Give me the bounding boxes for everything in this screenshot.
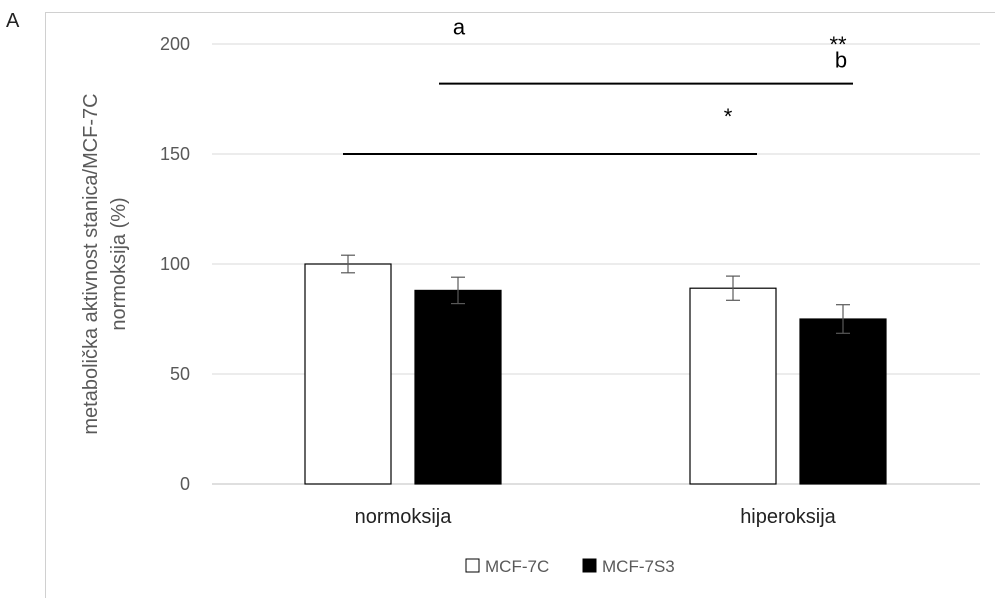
significance-label-1: * [724, 104, 733, 129]
bars [304, 263, 887, 485]
y-axis-label-line-2: normoksija (%) [108, 197, 130, 330]
bar-MCF-7C-hiperoksija [689, 287, 777, 485]
figure-top-border [45, 12, 995, 13]
panel-label: A [6, 10, 20, 32]
significance-label-2: ** [829, 32, 847, 57]
group-letter-a: a [453, 14, 466, 39]
y-axis-label: metabolička aktivnost stanica/MCF-7C norm… [80, 93, 130, 434]
legend-label-MCF-7S3: MCF-7S3 [602, 557, 675, 576]
error-bars [341, 254, 850, 334]
x-category-label-normoksija: normoksija [355, 506, 453, 528]
figure-left-border [45, 12, 46, 598]
bar-MCF-7C-normoksija [304, 263, 392, 485]
y-tick-label-0: 0 [180, 474, 190, 494]
x-category-label-hiperoksija: hiperoksija [740, 506, 836, 528]
significance-annotations: ***ab [343, 14, 853, 155]
x-category-labels: normoksija hiperoksija [355, 506, 837, 528]
y-tick-label-200: 200 [160, 34, 190, 54]
y-tick-label-100: 100 [160, 254, 190, 274]
legend-swatch-MCF-7S3 [582, 558, 597, 573]
bar-MCF-7S3-normoksija [414, 289, 502, 485]
legend: MCF-7C MCF-7S3 [465, 557, 675, 576]
y-tick-label-50: 50 [170, 364, 190, 384]
y-axis-label-line-1: metabolička aktivnost stanica/MCF-7C [80, 93, 102, 434]
group-letter-b: b [835, 47, 847, 72]
bar-MCF-7S3-hiperoksija [799, 318, 887, 485]
legend-label-MCF-7C: MCF-7C [485, 557, 549, 576]
legend-swatch-MCF-7C [465, 558, 480, 573]
y-tick-label-150: 150 [160, 144, 190, 164]
y-tick-labels: 0 50 100 150 200 [160, 34, 190, 494]
